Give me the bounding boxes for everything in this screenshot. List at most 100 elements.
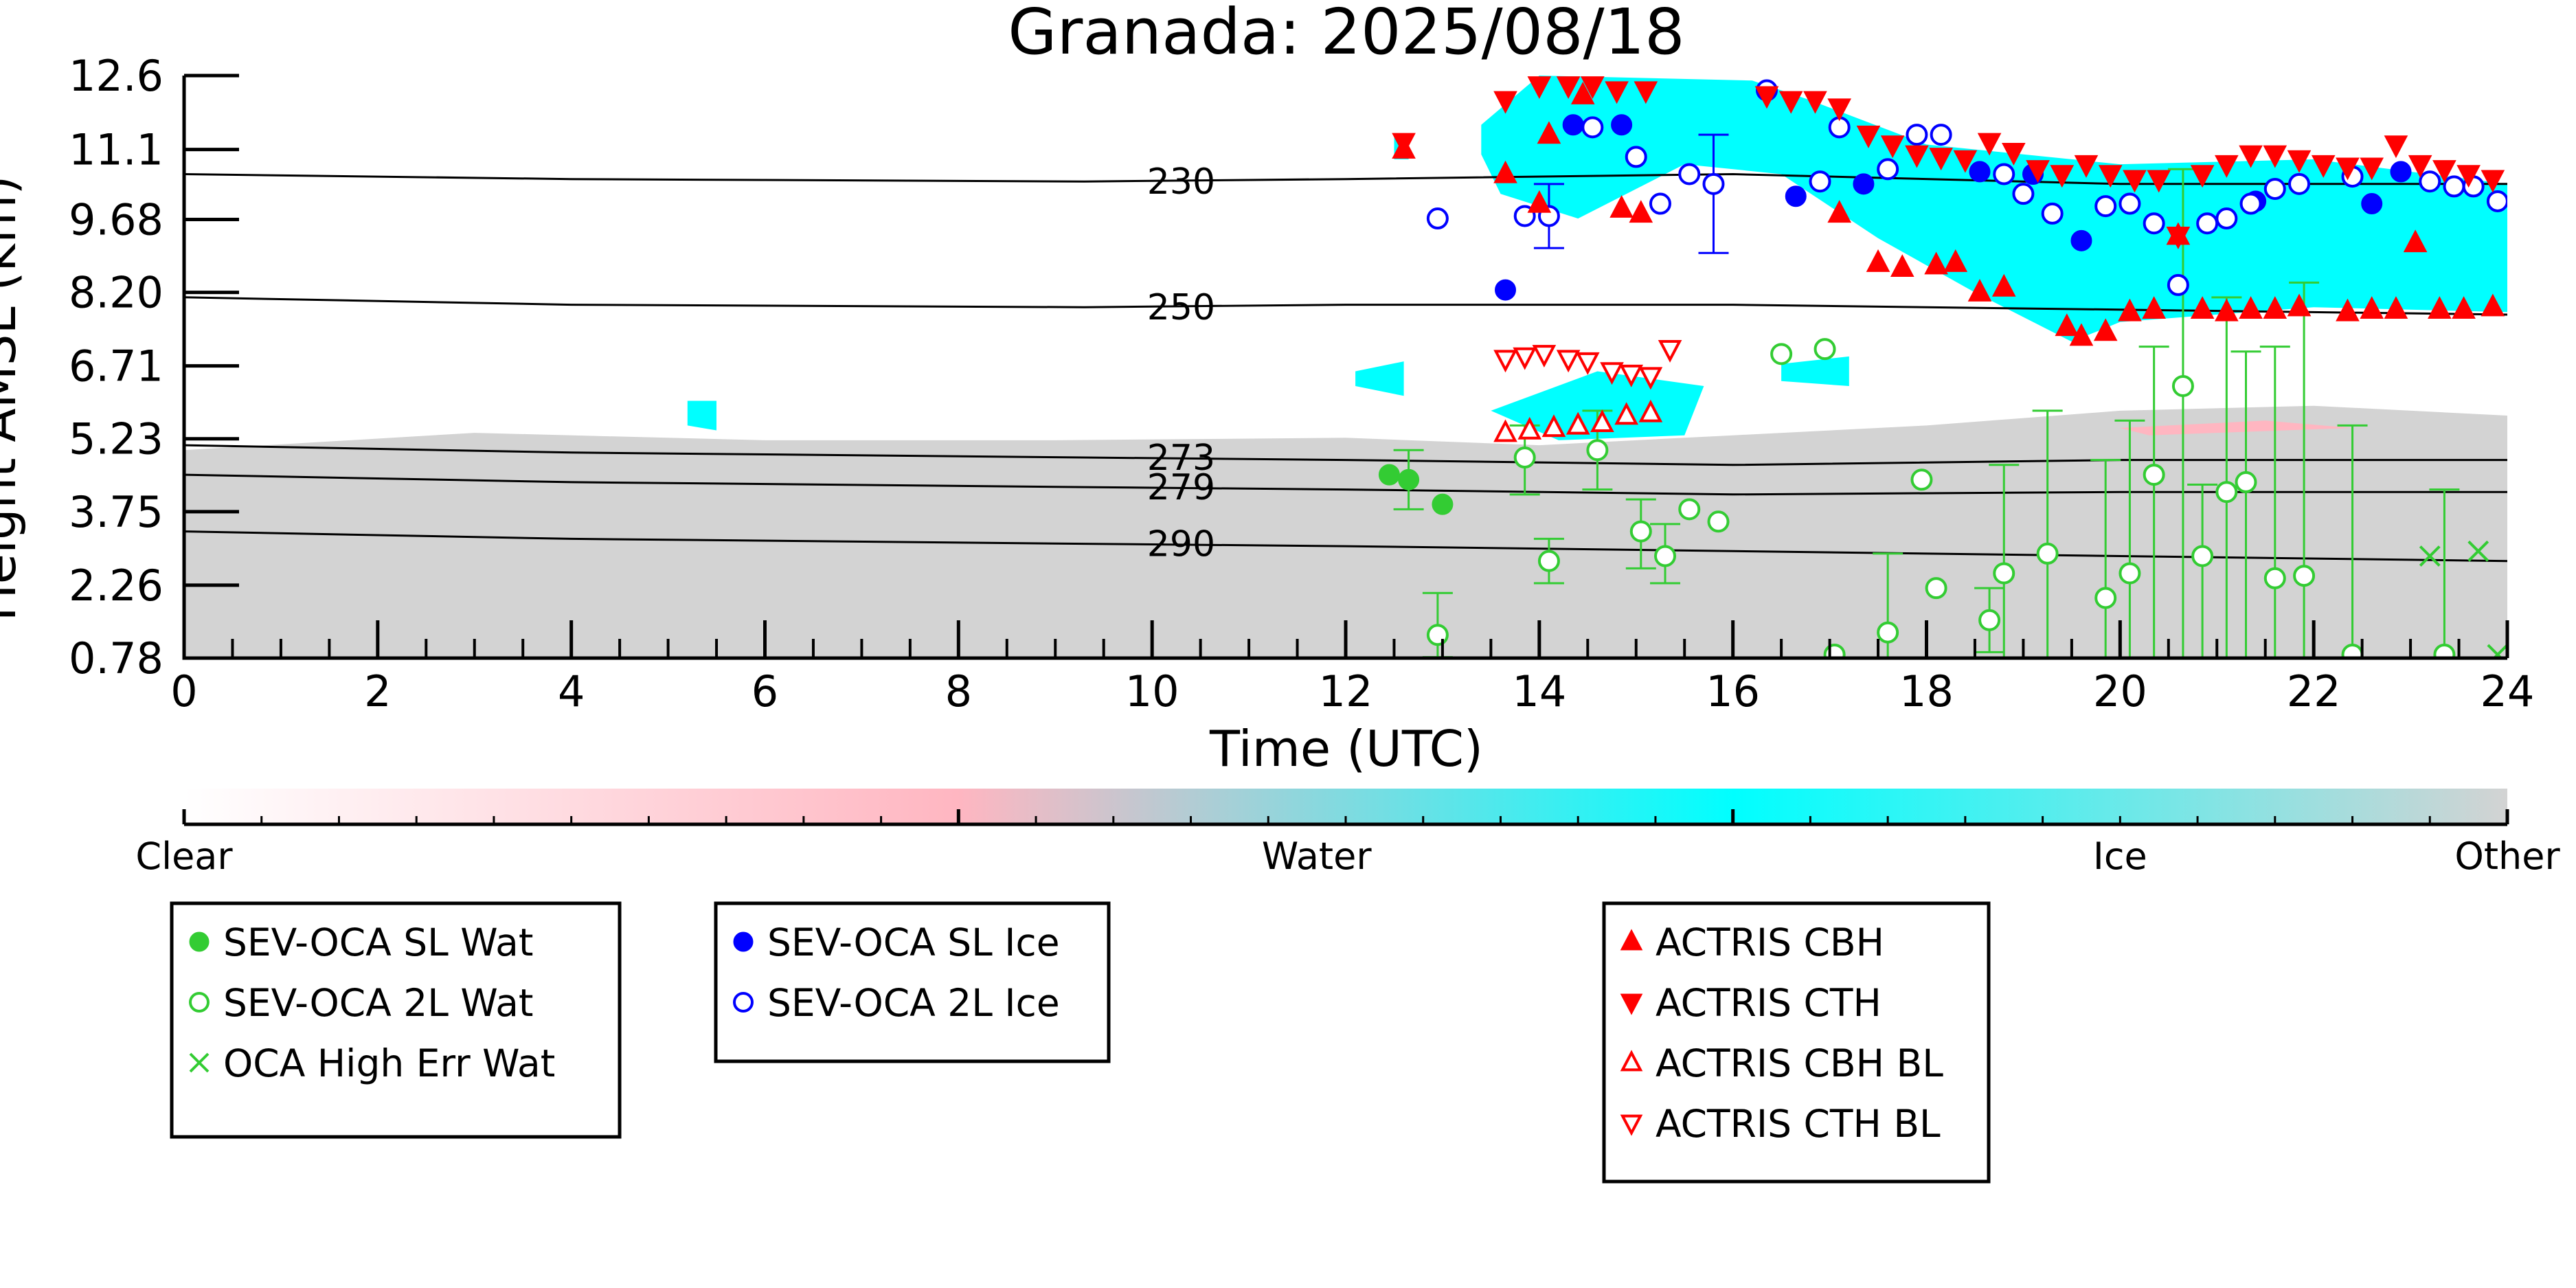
series-sev-oca-sl-wat [1378, 449, 1454, 515]
data-point-0-0 [1378, 464, 1400, 486]
x-tick-label: 14 [1512, 666, 1566, 716]
data-point-7-4 [1590, 409, 1614, 432]
data-point-5-30 [2452, 296, 2476, 319]
legend-entry-label: OCA High Err Wat [223, 1041, 555, 1085]
data-point-3-9 [2361, 193, 2383, 215]
data-point-5-11 [1943, 249, 1968, 272]
contour-label-273: 273 [1147, 438, 1215, 479]
series-actris-cth [1392, 76, 2505, 249]
data-point-1-20 [2171, 374, 2194, 397]
data-point-6-25 [2190, 165, 2215, 188]
data-point-5-17 [2118, 298, 2142, 321]
data-point-3-3 [1785, 185, 1807, 207]
data-point-1-17 [2094, 587, 2117, 609]
data-point-1-11 [1877, 621, 1899, 644]
legend-entry-label: ACTRIS CTH [1656, 981, 1882, 1025]
data-point-6-6 [1634, 81, 1658, 104]
data-point-4-4 [1625, 146, 1647, 168]
legends: SEV-OCA SL Wat SEV-OCA 2L Wat OCA High Err… [170, 901, 1991, 1184]
data-point-2-0 [2419, 545, 2441, 567]
data-point-8-8 [1658, 339, 1682, 363]
temperature-contour-279 [184, 473, 2507, 496]
data-point-4-16 [2041, 202, 2064, 225]
data-point-8-0 [1493, 350, 1517, 373]
data-point-5-13 [1991, 273, 2016, 297]
data-point-6-12 [1880, 135, 1905, 159]
data-point-4-23 [2239, 192, 2262, 215]
legend-marker-sev-oca-sl-ice [733, 931, 754, 952]
contour-label-250: 250 [1147, 287, 1215, 328]
cloud-region-ice-3 [1355, 361, 1404, 396]
x-tick-label: 10 [1125, 666, 1179, 716]
series-actris-cth-bl [1493, 339, 1682, 390]
colorbar: Clear Water Ice Other [135, 789, 2560, 878]
data-point-6-37 [2481, 170, 2505, 193]
legend-marker-sev-oca-sl-wat [189, 931, 210, 952]
data-point-6-20 [2074, 155, 2099, 178]
data-point-5-12 [1967, 278, 1992, 302]
legend-box-3: ACTRIS CBH ACTRIS CTH ACTRIS CBH BL ACTRIS … [1602, 901, 1991, 1184]
y-axis-label: Height AMSL (km) [0, 176, 27, 622]
data-point-0-2 [1432, 493, 1454, 515]
data-point-6-18 [2026, 160, 2050, 183]
data-point-5-16 [2093, 318, 2118, 341]
plot-content [184, 76, 2507, 658]
data-point-8-6 [1619, 364, 1644, 387]
data-point-5-10 [1924, 251, 1948, 275]
colorbar-label-ice: Ice [2093, 835, 2147, 878]
y-tick-label: 3.75 [69, 487, 163, 537]
data-point-1-23 [2235, 471, 2257, 493]
data-point-5-5 [1609, 195, 1634, 218]
data-point-6-34 [2408, 155, 2432, 178]
data-point-6-8 [1778, 91, 1803, 114]
data-point-5-3 [1537, 121, 1561, 144]
data-point-5-24 [2287, 293, 2312, 317]
data-point-1-27 [2433, 643, 2456, 658]
data-point-4-3 [1581, 116, 1604, 139]
data-point-5-21 [2215, 298, 2239, 321]
data-point-6-4 [1581, 76, 1605, 100]
x-tick-label: 18 [1899, 666, 1954, 716]
x-tick-label: 16 [1706, 666, 1760, 716]
data-point-5-22 [2239, 296, 2263, 319]
x-tick-label: 20 [2093, 666, 2147, 716]
y-tick-label: 11.1 [69, 125, 163, 175]
legend-box-2: SEV-OCA SL Ice SEV-OCA 2L Ice [714, 901, 1111, 1063]
data-point-1-7 [1707, 510, 1730, 533]
data-point-1-4 [1629, 520, 1652, 543]
data-point-4-15 [2012, 183, 2035, 205]
data-point-5-2 [1527, 190, 1552, 213]
legend-entry-label: SEV-OCA SL Ice [767, 920, 1060, 964]
cloud-region-ice-5 [687, 400, 716, 431]
cloud-region-ice-4 [1781, 356, 1849, 386]
data-point-6-33 [2384, 135, 2408, 159]
data-point-6-21 [2098, 165, 2123, 188]
data-point-5-8 [1866, 249, 1890, 272]
data-point-6-9 [1803, 91, 1827, 114]
error-bar [2289, 281, 2320, 658]
data-point-1-21 [2191, 545, 2214, 567]
data-point-6-28 [2263, 145, 2287, 168]
legend-marker-actris-cth [1620, 993, 1643, 1015]
data-point-4-12 [1906, 124, 1928, 146]
data-point-5-7 [1827, 200, 1851, 223]
colorbar-label-other: Other [2454, 835, 2560, 878]
data-point-1-10 [1823, 643, 1846, 658]
data-point-4-27 [2419, 170, 2441, 193]
x-tick-label: 22 [2287, 666, 2341, 716]
data-point-6-31 [2336, 157, 2360, 181]
error-bar [2032, 409, 2063, 658]
data-point-4-25 [2288, 172, 2311, 195]
series-oca-high-err-wat [2419, 540, 2507, 658]
legend-marker-actris-cbh-bl [1620, 1050, 1643, 1072]
data-point-3-4 [1853, 173, 1875, 195]
data-point-6-14 [1929, 148, 1953, 171]
data-point-6-36 [2456, 165, 2481, 188]
legend-entry-label: ACTRIS CBH [1656, 920, 1884, 964]
error-bar [2429, 488, 2460, 658]
data-point-6-24 [2166, 226, 2191, 249]
data-point-4-19 [2143, 212, 2165, 235]
temperature-contour-290 [184, 530, 2507, 563]
data-point-6-7 [1754, 86, 1779, 109]
data-point-7-0 [1493, 419, 1517, 442]
